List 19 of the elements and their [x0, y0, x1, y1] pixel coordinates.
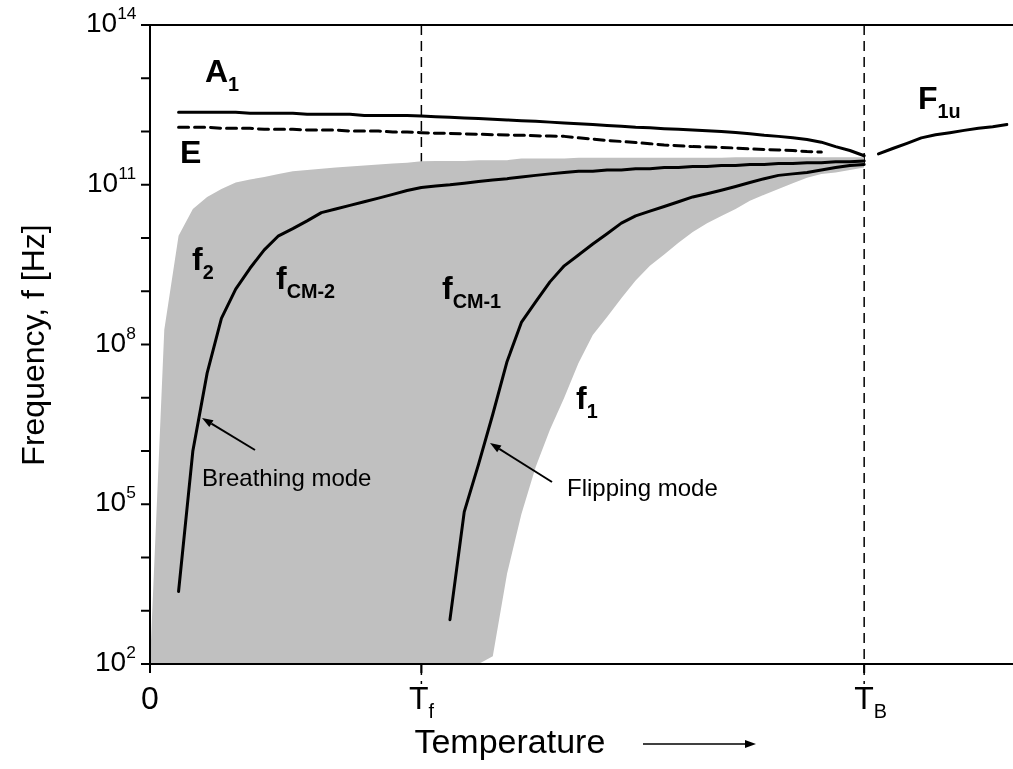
- y-axis-title: Frequency, f [Hz]: [14, 223, 51, 466]
- annotation: F$_{1u}$: [918, 80, 961, 122]
- x-tick-label: T$_{B}$: [854, 680, 887, 722]
- annotation: f$_{1}$: [576, 380, 598, 422]
- annotation: f$_{CM-1}$: [442, 270, 502, 312]
- y-tick-label: 10$^{14}$: [86, 3, 137, 39]
- annotation: Breathing mode: [202, 464, 372, 491]
- annotation: Flipping mode: [567, 474, 718, 501]
- annotation: f$_{CM-2}$: [276, 260, 336, 302]
- y-tick-label: 10$^{5}$: [95, 482, 136, 518]
- x-axis-title: Temperature: [414, 722, 606, 760]
- y-tick-label: 10$^{11}$: [87, 162, 137, 198]
- x-tick-label: 0: [141, 680, 159, 716]
- y-tick-label: 10$^{2}$: [95, 642, 136, 678]
- annotation: f$_{2}$: [192, 241, 214, 283]
- x-tick-label: T$_{f}$: [408, 680, 434, 722]
- annotation: A$_{1}$: [205, 53, 240, 95]
- annotation: E: [180, 134, 202, 170]
- y-tick-label: 10$^{8}$: [95, 322, 136, 358]
